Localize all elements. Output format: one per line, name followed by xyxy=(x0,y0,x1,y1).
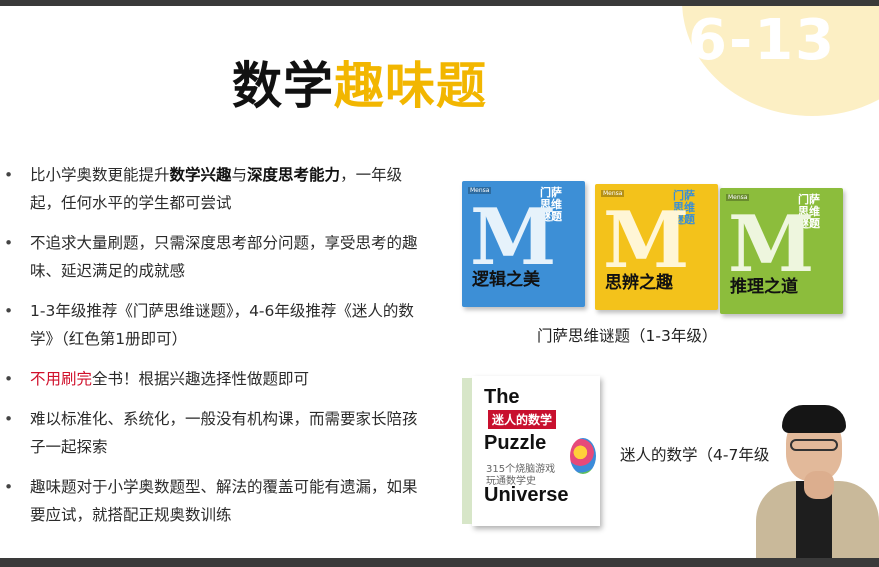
slide-title: 数学趣味题 xyxy=(232,46,487,118)
book-series: 门萨 思维 谜题 xyxy=(798,193,820,230)
mensa-book-cover-reasoning: Mensa 门萨 思维 谜题 M 推理之道 xyxy=(720,188,843,314)
bottom-bar xyxy=(0,558,879,567)
bullet-item: • 不追求大量刷题，只需深度思考部分问题，享受思考的趣味、延迟满足的成就感 xyxy=(4,229,424,285)
book-series: 门萨 思维 谜题 xyxy=(673,189,695,226)
bullet-dot: • xyxy=(4,302,14,320)
mensa-caption: 门萨思维谜题（1-3年级） xyxy=(537,327,718,345)
colorful-head-icon xyxy=(570,438,596,474)
book-name: 推理之道 xyxy=(730,277,798,297)
bullet-dot: • xyxy=(4,478,14,496)
bullet-item: • 1-3年级推荐《门萨思维谜题》，4-6年级推荐《迷人的数学》（红色第1册即可… xyxy=(4,297,424,353)
bullet-dot: • xyxy=(4,234,14,252)
bullet-item: • 不用刷完全书！根据兴趣选择性做题即可 xyxy=(4,365,424,393)
book-name: 逻辑之美 xyxy=(472,270,540,290)
publisher-logo: Mensa xyxy=(726,194,750,201)
book-title-en-3: Universe xyxy=(484,484,569,506)
publisher-logo: Mensa xyxy=(601,190,625,197)
bullet-dot: • xyxy=(4,370,14,388)
book-letter: M xyxy=(603,195,690,286)
puzzle-universe-book-cover: The 迷人的数学 Puzzle 315个烧脑游戏 玩通数学史 Universe xyxy=(462,376,600,526)
book-name: 思辨之趣 xyxy=(605,273,673,293)
bullet-list: • 比小学奥数更能提升数学兴趣与深度思考能力，一年级起，任何水平的学生都可尝试 … xyxy=(4,161,424,541)
title-part2: 趣味题 xyxy=(334,57,487,115)
presenter-video xyxy=(752,401,879,558)
puzzle-caption: 迷人的数学（4-7年级 xyxy=(620,446,770,464)
book-spine xyxy=(462,378,472,524)
book-title-cn: 迷人的数学 xyxy=(488,410,557,429)
presenter-hair xyxy=(782,405,846,433)
bullet-item: • 比小学奥数更能提升数学兴趣与深度思考能力，一年级起，任何水平的学生都可尝试 xyxy=(4,161,424,217)
book-letter: M xyxy=(470,192,557,283)
book-series: 门萨 思维 谜题 xyxy=(540,186,562,223)
date-badge: 6-13 xyxy=(688,8,837,73)
book-title-en-2: Puzzle xyxy=(484,432,547,454)
book-letter: M xyxy=(728,199,815,290)
presenter-hand xyxy=(804,471,834,499)
book-title-en-1: The xyxy=(484,386,520,408)
publisher-logo: Mensa xyxy=(468,187,492,194)
mensa-book-cover-logic: Mensa 门萨 思维 谜题 M 逻辑之美 xyxy=(462,181,585,307)
mensa-book-cover-debate: Mensa 门萨 思维 谜题 M 思辨之趣 xyxy=(595,184,718,310)
book-subtitle-1: 315个烧脑游戏 xyxy=(486,464,556,475)
bullet-item: • 难以标准化、系统化，一般没有机构课，而需要家长陪孩子一起探索 xyxy=(4,405,424,461)
bullet-dot: • xyxy=(4,410,14,428)
bullet-item: • 趣味题对于小学奥数题型、解法的覆盖可能有遗漏，如果要应试，就搭配正规奥数训练 xyxy=(4,473,424,529)
slide: 6-13 数学趣味题 • 比小学奥数更能提升数学兴趣与深度思考能力，一年级起，任… xyxy=(0,6,879,558)
title-part1: 数学 xyxy=(232,57,334,115)
bullet-dot: • xyxy=(4,166,14,184)
glasses-icon xyxy=(790,439,838,451)
book-subtitle-2: 玩通数学史 xyxy=(486,476,536,487)
